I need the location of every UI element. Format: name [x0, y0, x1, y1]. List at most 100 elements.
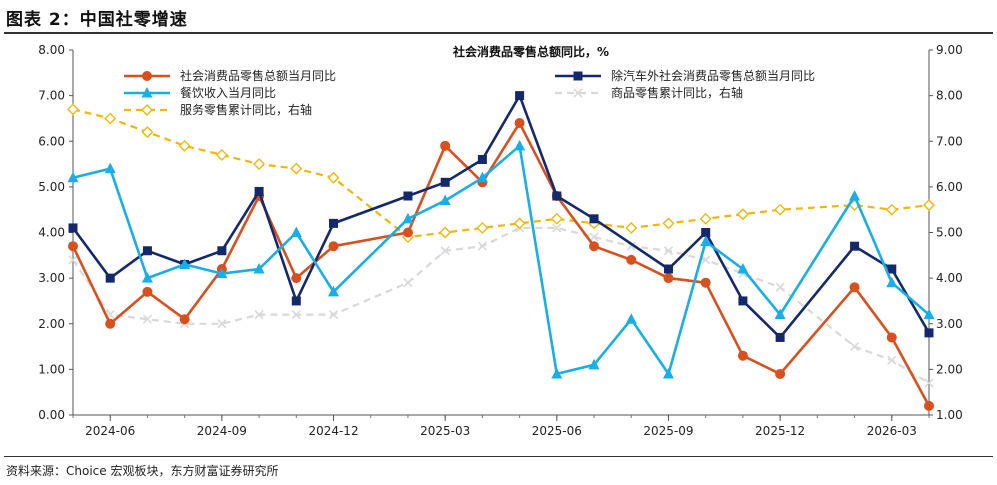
series-point-2: [402, 212, 414, 224]
y-right-tick-label: 3.00: [936, 317, 963, 331]
series-point-4: [923, 199, 935, 212]
series-point-2: [625, 313, 637, 324]
y-right-tick-label: 9.00: [936, 43, 963, 57]
series-point-1: [850, 241, 860, 251]
series-point-1: [887, 264, 897, 274]
series-point-1: [701, 228, 711, 237]
series-point-4: [513, 217, 526, 230]
legend-label-1: 除汽车外社会消费品零售总额当月同比: [611, 68, 815, 83]
series-point-3: [477, 241, 487, 251]
series-point-0: [589, 241, 600, 252]
series-point-2: [476, 171, 488, 183]
series-point-3: [849, 341, 860, 352]
series-point-1: [403, 191, 413, 201]
y-right-tick-label: 7.00: [936, 134, 963, 148]
legend-marker-1: [573, 71, 583, 81]
series-point-4: [439, 226, 452, 239]
series-point-4: [662, 217, 675, 230]
legend-label-2: 餐饮收入当月同比: [180, 85, 276, 100]
series-point-2: [179, 258, 191, 269]
series-point-2: [923, 308, 935, 320]
y-left-tick-label: 0.00: [38, 408, 65, 422]
series-point-4: [178, 139, 191, 152]
series-line-3: [72, 226, 930, 385]
series-point-4: [290, 162, 303, 175]
series-point-4: [699, 212, 712, 225]
x-tick-label: 2024-06: [85, 424, 135, 438]
series-point-2: [551, 367, 563, 379]
chart-title: 社会消费品零售总额同比，%: [452, 44, 609, 59]
x-tick-label: 2025-06: [532, 424, 582, 438]
series-point-0: [886, 332, 897, 343]
series-point-4: [550, 212, 563, 225]
series-point-3: [217, 319, 227, 329]
series-point-4: [141, 126, 154, 139]
series-point-4: [253, 158, 266, 171]
y-right-tick-label: 8.00: [936, 89, 963, 103]
series-point-3: [887, 355, 897, 365]
series-point-3: [663, 246, 674, 256]
series-point-0: [849, 282, 860, 293]
y-right-tick-label: 4.00: [936, 271, 963, 285]
x-tick-label: 2025-03: [420, 424, 470, 438]
x-tick-label: 2025-12: [755, 424, 805, 438]
series-point-2: [886, 276, 898, 288]
series-point-4: [736, 208, 749, 221]
y-left-tick-label: 8.00: [38, 43, 65, 57]
series-point-0: [68, 241, 78, 252]
y-left-tick-label: 4.00: [38, 226, 65, 240]
legend-marker-3: [573, 88, 583, 98]
series-point-1: [924, 328, 934, 338]
series-point-2: [141, 272, 153, 283]
series-point-1: [254, 186, 264, 196]
top-rule: [4, 32, 993, 34]
series-point-1: [477, 155, 487, 164]
legend-label-0: 社会消费品零售总额当月同比: [180, 68, 336, 83]
series-point-0: [514, 118, 525, 128]
series-line-2: [72, 144, 930, 376]
series-point-1: [329, 218, 339, 228]
figure-title: 图表 2：中国社零增速: [6, 10, 188, 30]
y-right-tick-label: 6.00: [936, 180, 963, 194]
series-point-0: [737, 350, 748, 361]
series-point-1: [663, 264, 673, 274]
series-point-4: [215, 148, 228, 161]
y-right-tick-label: 1.00: [936, 408, 963, 422]
y-left-tick-label: 6.00: [38, 134, 65, 148]
series-point-0: [924, 400, 934, 411]
x-tick-label: 2024-12: [308, 424, 358, 438]
series-point-4: [885, 203, 898, 216]
series-point-3: [68, 255, 78, 265]
series-point-3: [440, 246, 450, 256]
series-point-3: [291, 310, 301, 320]
series-point-0: [626, 254, 637, 265]
series-point-1: [738, 296, 748, 306]
series-point-1: [775, 332, 785, 342]
series-point-3: [924, 378, 934, 388]
series-point-0: [775, 368, 786, 379]
series-point-1: [515, 91, 525, 101]
bottom-rule: [4, 456, 993, 457]
series-point-3: [552, 223, 562, 233]
series-point-1: [552, 191, 562, 201]
series-point-1: [217, 246, 227, 256]
series-point-4: [625, 221, 638, 234]
series-point-2: [216, 267, 228, 279]
series-point-1: [440, 177, 450, 187]
x-tick-label: 2025-09: [643, 424, 693, 438]
series-point-0: [402, 227, 413, 238]
series-point-2: [290, 226, 302, 237]
series-point-0: [179, 314, 190, 325]
y-left-tick-label: 1.00: [38, 362, 65, 376]
y-left-tick-label: 3.00: [38, 271, 65, 285]
series-point-2: [253, 263, 265, 274]
y-left-tick-label: 7.00: [38, 89, 65, 103]
series-point-4: [327, 171, 340, 184]
series-point-2: [662, 367, 674, 379]
series-point-2: [104, 162, 116, 174]
series-point-3: [701, 255, 711, 265]
series-point-4: [104, 112, 117, 125]
series-point-1: [142, 246, 152, 256]
series-point-3: [589, 232, 599, 242]
series-point-0: [440, 140, 451, 151]
